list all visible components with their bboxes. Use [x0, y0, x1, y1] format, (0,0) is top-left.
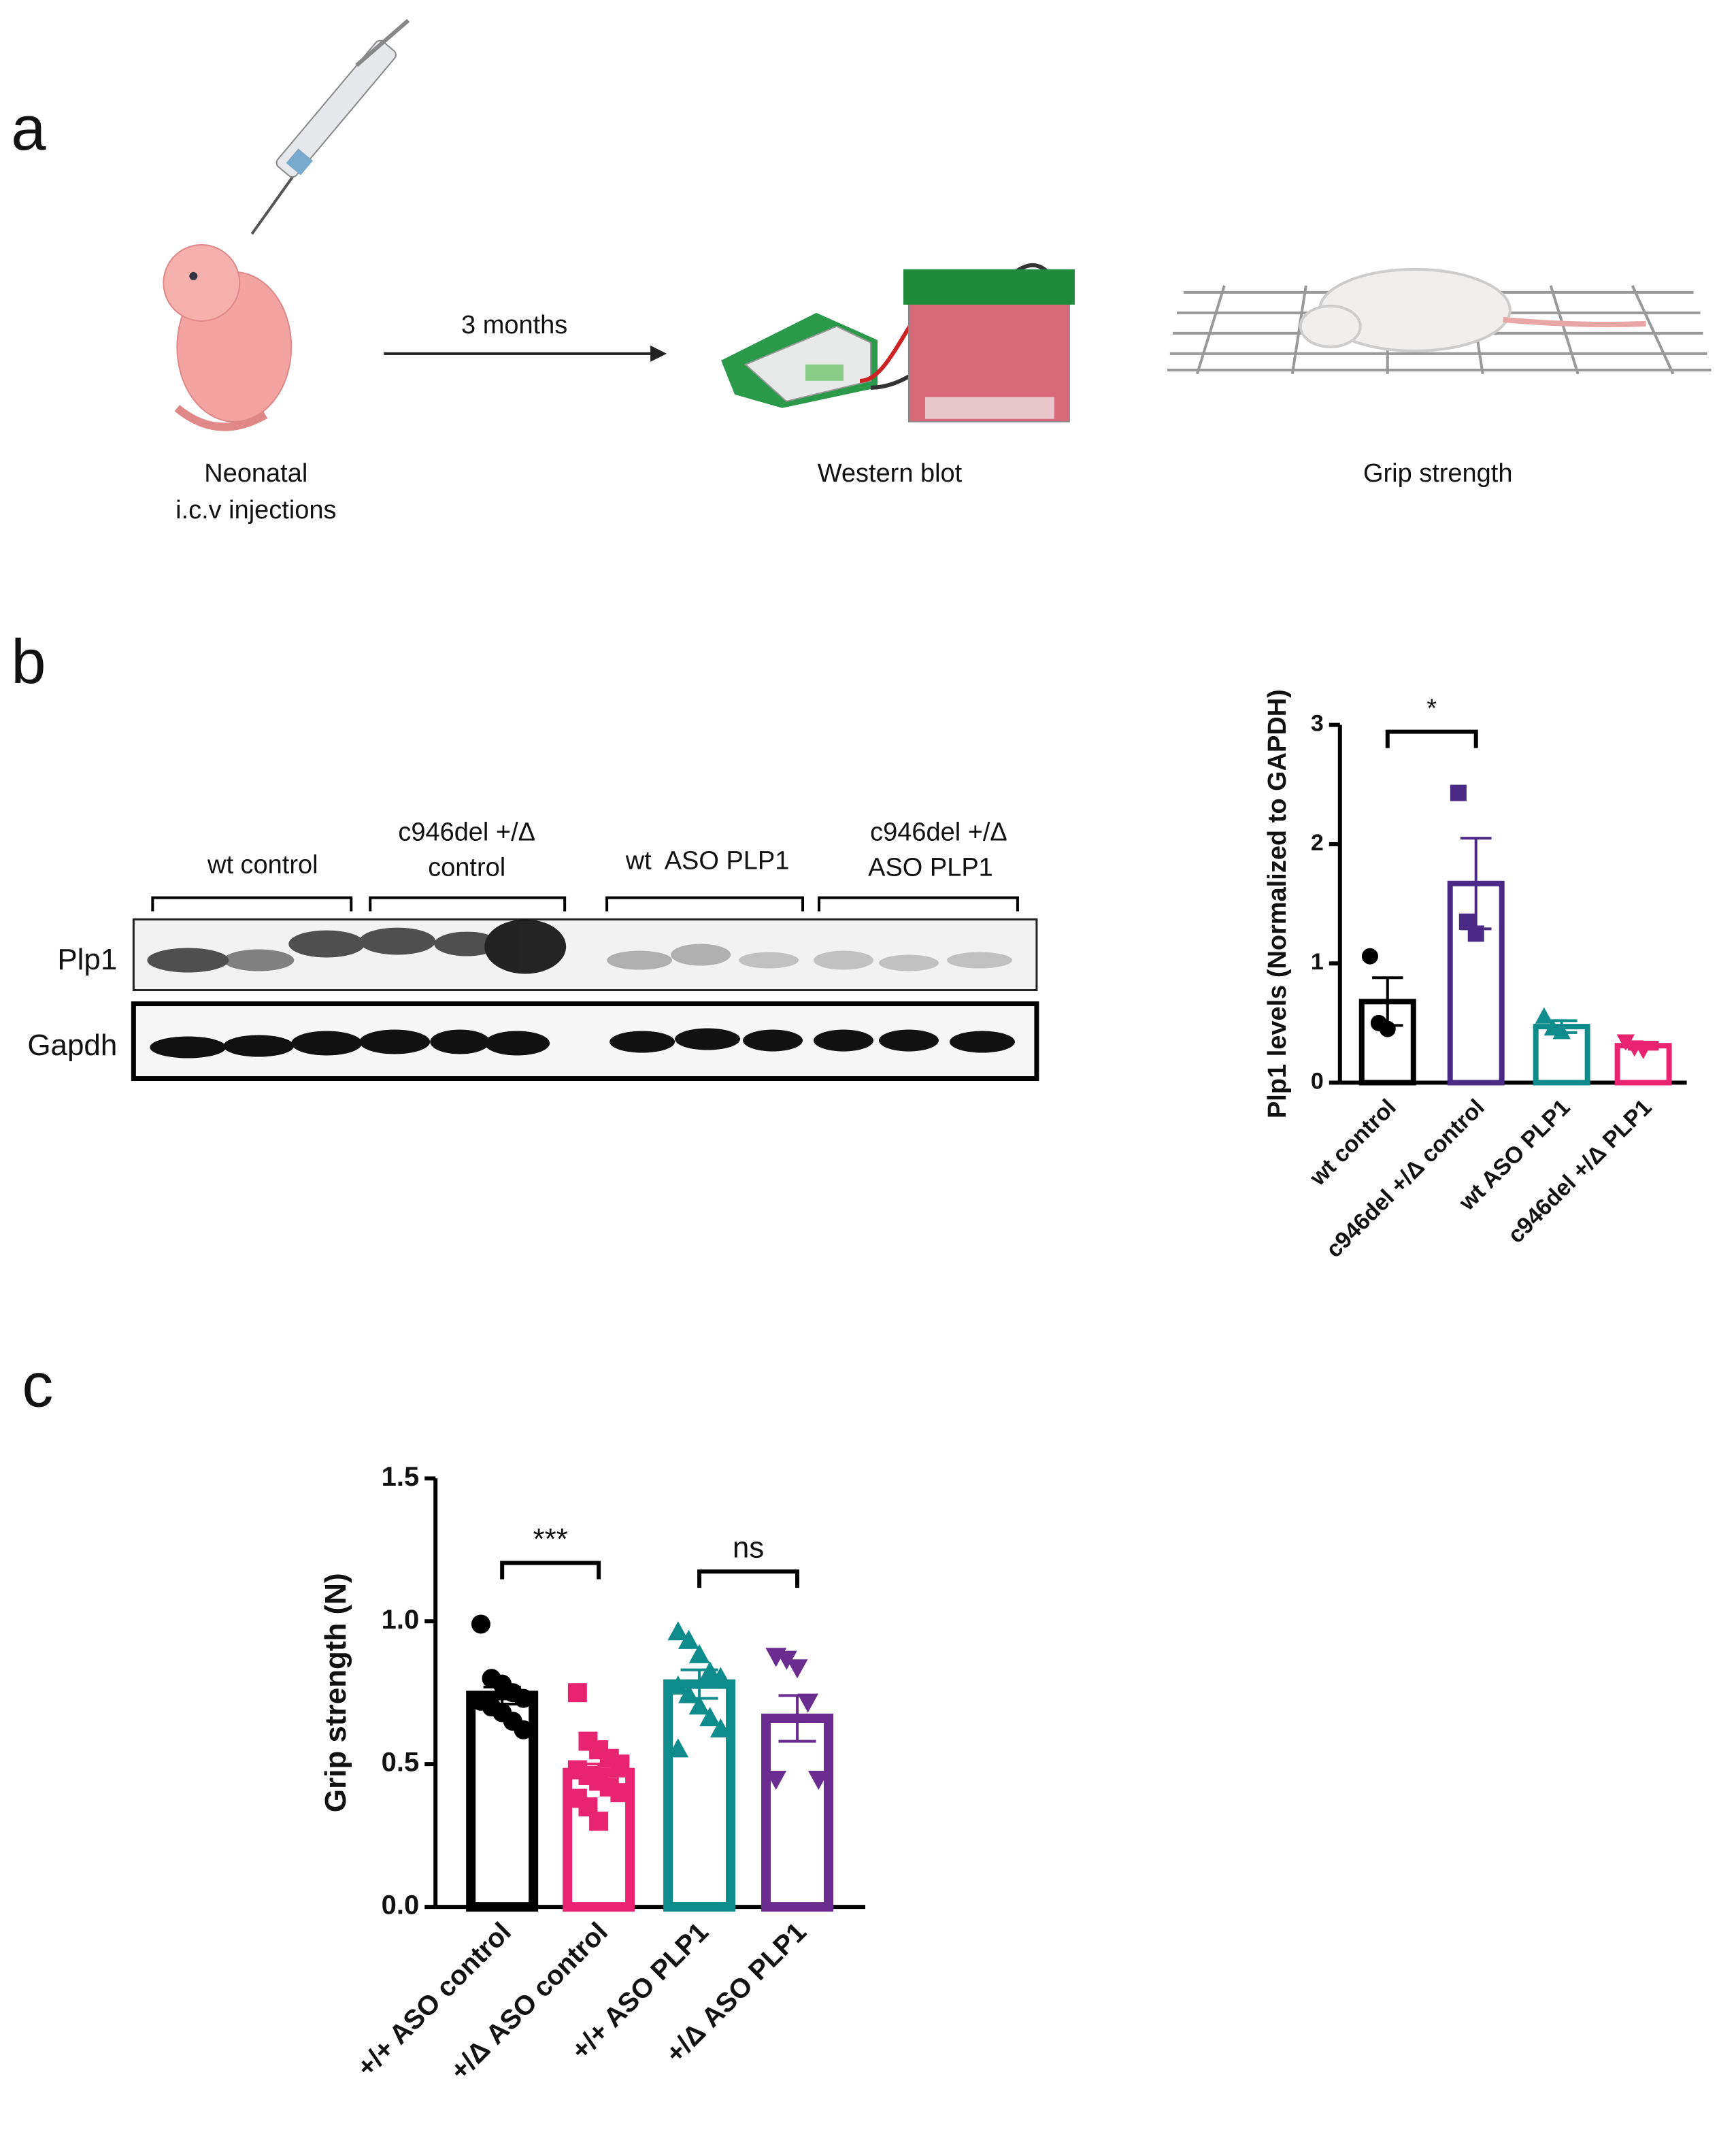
y-tick-label: 1	[1311, 949, 1324, 975]
blot-group-line: c946del +/Δ	[870, 818, 1007, 847]
point	[678, 1629, 699, 1649]
point	[610, 1754, 630, 1774]
y-axis-label: Grip strength (N)	[319, 1573, 352, 1812]
x-tick-label: wt control	[1304, 1095, 1401, 1191]
blot-group-line: wt ASO PLP1	[625, 847, 790, 876]
point	[699, 1661, 721, 1681]
point	[514, 1688, 533, 1708]
point	[667, 1621, 689, 1641]
point	[1552, 1022, 1571, 1039]
point	[471, 1614, 490, 1634]
point	[776, 1650, 797, 1670]
blot-group-line: c946del +/Δ	[398, 818, 535, 847]
panel-label: b	[11, 627, 46, 697]
point	[1467, 925, 1484, 942]
panel-label: c	[22, 1351, 53, 1420]
point	[688, 1695, 710, 1715]
point	[797, 1693, 819, 1713]
significance-label: ***	[533, 1522, 567, 1556]
power-supply	[721, 312, 878, 408]
point	[678, 1684, 699, 1703]
point	[589, 1812, 609, 1831]
bar	[761, 1714, 834, 1912]
neonate	[163, 244, 293, 431]
significance-bracket	[500, 1561, 601, 1580]
blot-group: c946del +/Δ	[870, 818, 1007, 847]
y-tick-label: 1.5	[382, 1462, 420, 1492]
y-axis-label: Plp1 levels (Normalized to GAPDH)	[1263, 689, 1292, 1118]
blot-tank	[859, 263, 1075, 422]
point	[699, 1707, 721, 1727]
step-label: Neonatal	[204, 459, 307, 488]
blot-group: wt ASO PLP1	[625, 847, 790, 876]
point	[1361, 948, 1378, 965]
point	[514, 1720, 533, 1739]
significance-label: *	[1426, 695, 1437, 723]
point	[567, 1683, 587, 1703]
step-label: Grip strength	[1363, 459, 1512, 488]
arrow-head	[650, 345, 667, 362]
point	[1450, 784, 1467, 801]
point	[1379, 1020, 1396, 1037]
significance-bracket	[1385, 729, 1478, 748]
point	[1634, 1042, 1652, 1059]
panel-label: a	[11, 94, 46, 163]
blot-group: ASO PLP1	[868, 854, 993, 882]
blot-group-line: wt control	[207, 851, 318, 880]
y-tick-label: 0	[1311, 1068, 1324, 1094]
blot-group-line: control	[428, 854, 505, 882]
arrow-label: 3 months	[461, 311, 567, 339]
blot-group: c946del +/Δ	[398, 818, 535, 847]
x-tick-label: c946del +/Δ control	[1321, 1095, 1490, 1263]
blot-image	[131, 896, 1039, 1081]
point	[667, 1738, 689, 1758]
syringe	[250, 18, 410, 235]
step-label: Western blot	[818, 459, 963, 488]
y-tick-label: 3	[1311, 711, 1324, 737]
point	[765, 1770, 787, 1790]
point	[807, 1770, 829, 1790]
x-tick-label: c946del +/Δ PLP1	[1503, 1095, 1656, 1248]
y-tick-label: 2	[1311, 830, 1324, 856]
point	[1616, 1034, 1635, 1051]
grid-mouse	[1167, 267, 1712, 375]
bar	[663, 1679, 736, 1912]
y-tick-label: 0.0	[382, 1890, 420, 1920]
blot-row: Gapdh	[27, 1029, 117, 1062]
significance-bracket	[697, 1569, 800, 1588]
point	[786, 1659, 808, 1679]
point	[688, 1644, 710, 1663]
significance-label: ns	[733, 1531, 764, 1565]
blot-row: Plp1	[57, 943, 117, 976]
y-tick-label: 1.0	[382, 1605, 420, 1635]
point	[610, 1783, 630, 1803]
point	[667, 1676, 689, 1695]
y-tick-label: 0.5	[382, 1748, 420, 1778]
blot-group-line: ASO PLP1	[868, 854, 993, 882]
point	[710, 1667, 731, 1686]
blot-group: wt control	[207, 851, 318, 880]
point	[710, 1718, 731, 1737]
point	[1535, 1007, 1554, 1024]
blot-group: control	[428, 854, 505, 882]
step-label: i.c.v injections	[176, 496, 336, 524]
